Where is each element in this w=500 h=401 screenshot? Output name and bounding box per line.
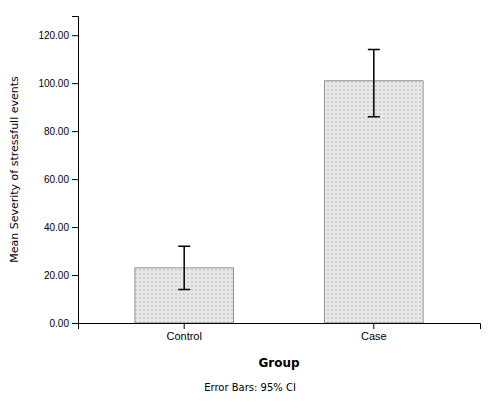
y-tick: 80.00 [44, 126, 78, 137]
x-tick-label: Case [361, 330, 387, 342]
y-tick-label: 80.00 [44, 126, 69, 137]
y-tick-label: 20.00 [44, 270, 69, 281]
x-tick: Control [166, 323, 201, 342]
y-tick-mark [72, 323, 78, 324]
x-axis-line [79, 324, 481, 330]
error-bar [368, 50, 380, 117]
footer: Error Bars: 95% CI [204, 382, 296, 393]
x-tick-mark [184, 323, 185, 329]
marks [135, 50, 423, 323]
y-axis-line [72, 17, 79, 324]
y-tick-mark [72, 83, 78, 84]
y-tick: 60.00 [44, 174, 78, 185]
y-tick: 40.00 [44, 222, 78, 233]
y-tick: 0.00 [50, 318, 78, 329]
plot: 0.00 20.00 40.00 60.00 80.00 100.00 120.00 Cont… [38, 17, 480, 342]
y-tick-mark [72, 35, 78, 36]
x-tick-label: Control [166, 330, 201, 342]
x-axis: Control Case [79, 323, 481, 342]
chart: 0.00 20.00 40.00 60.00 80.00 100.00 120.00 Cont… [0, 0, 500, 401]
y-tick-label: 60.00 [44, 174, 69, 185]
y-tick: 120.00 [38, 30, 78, 41]
y-tick-label: 0.00 [50, 318, 70, 329]
y-tick-label: 120.00 [38, 30, 69, 41]
y-axis: 0.00 20.00 40.00 60.00 80.00 100.00 120.00 [38, 17, 78, 329]
x-tick-mark [373, 323, 374, 329]
x-tick: Case [361, 323, 387, 342]
y-tick-mark [72, 227, 78, 228]
error-bar [178, 246, 190, 289]
y-tick: 100.00 [38, 78, 78, 89]
y-tick-mark [72, 131, 78, 132]
y-tick-mark [72, 179, 78, 180]
y-tick: 20.00 [44, 270, 78, 281]
y-tick-label: 40.00 [44, 222, 69, 233]
x-axis-title: Group [258, 356, 300, 370]
y-tick-label: 100.00 [38, 78, 69, 89]
y-axis-title: Mean Severity of stressfull events [8, 76, 21, 263]
y-tick-mark [72, 275, 78, 276]
